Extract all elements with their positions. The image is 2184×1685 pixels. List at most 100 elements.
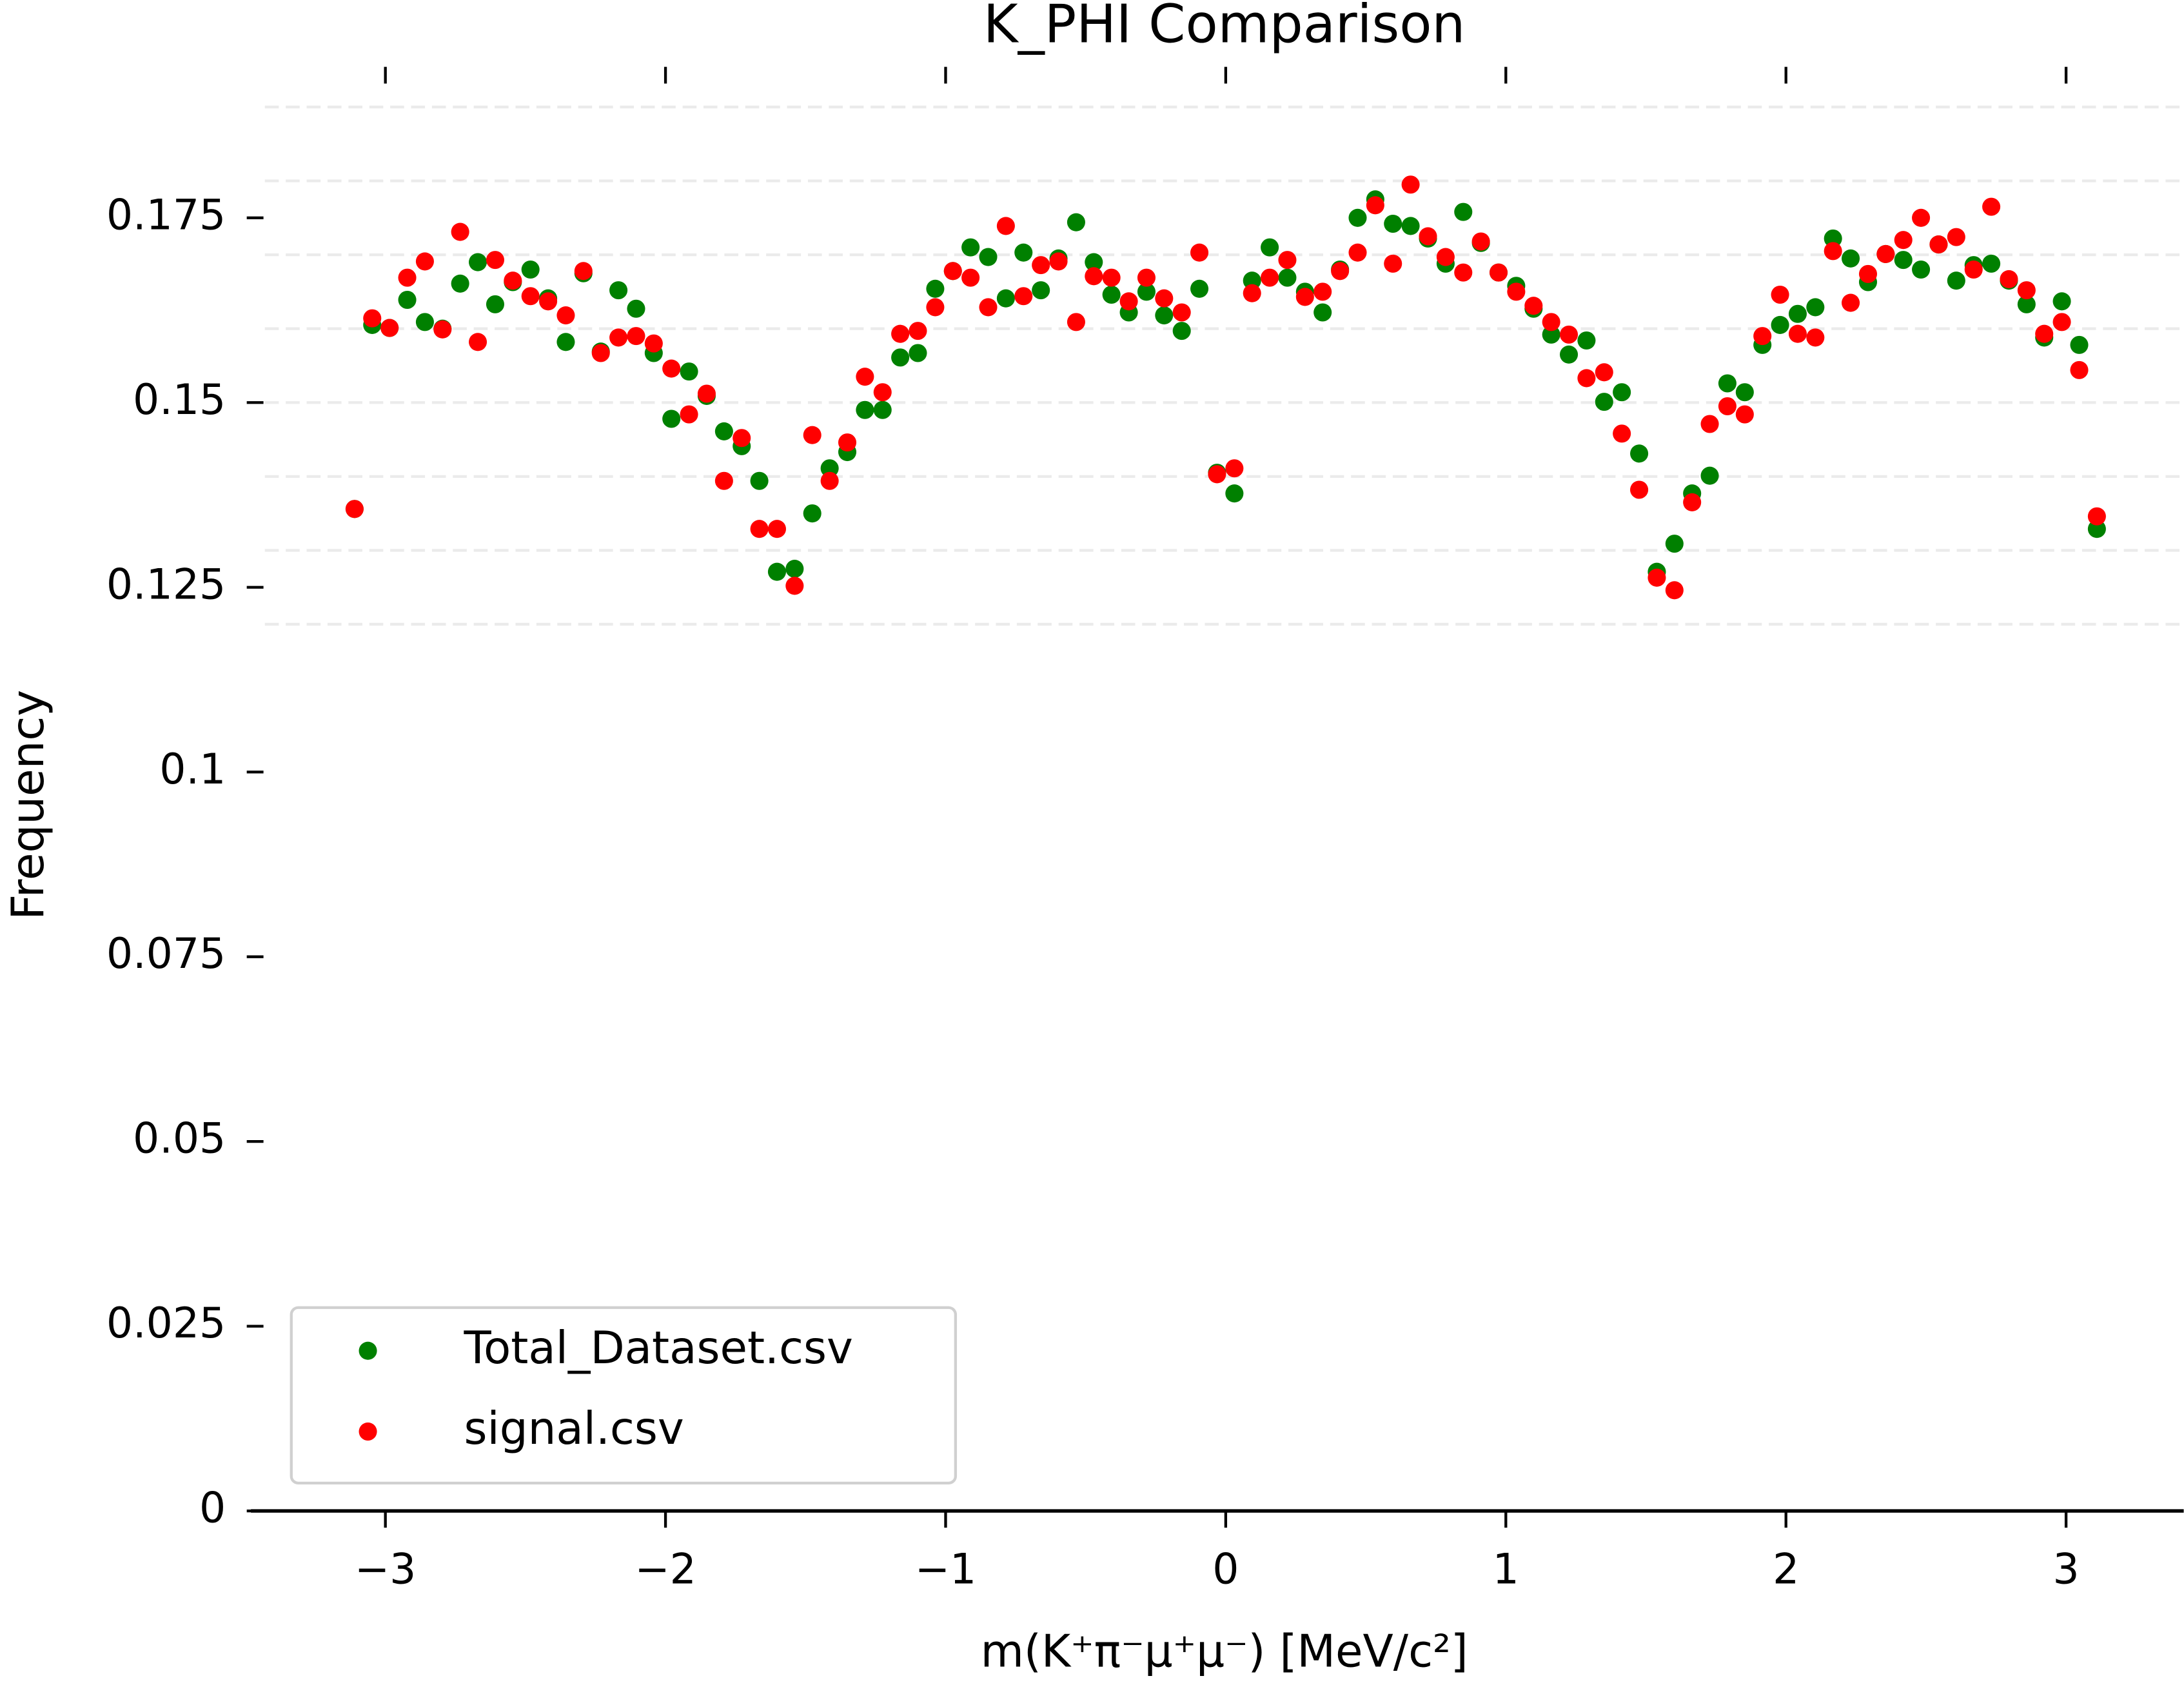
data-point	[1753, 327, 1772, 346]
data-point	[1102, 285, 1121, 304]
data-point	[943, 262, 962, 281]
data-point	[1436, 248, 1455, 266]
data-point	[1401, 217, 1420, 235]
data-point	[1085, 253, 1103, 271]
data-point	[1067, 313, 1085, 331]
data-point	[961, 268, 980, 287]
x-axis-label: m(K⁺π⁻μ⁺μ⁻) [MeV/c²]	[981, 1626, 1468, 1678]
data-point	[1067, 213, 1085, 232]
data-point	[767, 562, 787, 581]
data-point	[1788, 324, 1807, 343]
data-point	[1471, 232, 1490, 251]
data-point	[1049, 252, 1068, 271]
data-point	[1559, 325, 1579, 344]
data-point	[1331, 262, 1350, 281]
data-point	[1876, 244, 1895, 263]
data-point	[1032, 256, 1050, 275]
data-point	[1700, 466, 1719, 485]
data-point	[1894, 231, 1913, 250]
data-point	[2052, 313, 2071, 331]
data-point	[838, 433, 857, 452]
data-point	[2070, 335, 2089, 354]
data-point	[1313, 282, 1332, 301]
data-point	[1155, 289, 1174, 308]
data-point	[1630, 444, 1649, 463]
data-point	[2000, 270, 2018, 288]
data-point	[1489, 263, 1508, 282]
y-tick-label: 0	[199, 1484, 226, 1533]
data-point	[750, 520, 769, 538]
data-point	[1032, 281, 1050, 300]
data-point	[1172, 303, 1191, 322]
data-point	[1190, 279, 1209, 298]
data-point	[1842, 293, 1860, 312]
data-point	[680, 405, 698, 424]
data-point	[1718, 374, 1736, 393]
data-point	[767, 520, 787, 538]
x-tick-label: −3	[355, 1546, 416, 1594]
data-point	[1665, 581, 1684, 600]
data-point	[1190, 243, 1209, 262]
data-point	[433, 320, 452, 339]
data-point	[820, 459, 839, 478]
data-point	[1595, 363, 1613, 382]
data-point	[627, 299, 645, 318]
y-tick-label: 0.025	[106, 1299, 226, 1348]
data-point	[1085, 267, 1103, 286]
data-point	[1384, 214, 1402, 233]
data-point	[1894, 251, 1913, 270]
data-point	[662, 359, 681, 378]
data-point	[1225, 484, 1244, 503]
data-point	[1806, 328, 1825, 347]
data-point	[380, 319, 399, 337]
data-point	[979, 248, 998, 266]
data-point	[714, 471, 733, 490]
data-point	[1595, 393, 1613, 411]
data-point	[856, 368, 874, 386]
data-point	[680, 362, 698, 381]
data-point	[2035, 324, 2054, 343]
x-tick-label: −1	[915, 1546, 976, 1594]
data-point	[1278, 268, 1297, 287]
data-point	[2017, 295, 2036, 313]
data-point	[1577, 331, 1596, 350]
data-point	[1313, 303, 1332, 322]
data-point	[1137, 268, 1156, 287]
data-point	[1912, 208, 1931, 227]
data-point	[486, 251, 504, 270]
x-tick-label: −2	[635, 1546, 696, 1594]
data-point	[521, 260, 540, 279]
data-point	[996, 217, 1015, 235]
data-point	[733, 429, 751, 448]
data-point	[2087, 520, 2106, 538]
data-point	[1454, 202, 1473, 221]
data-point	[415, 252, 434, 271]
data-point	[856, 400, 874, 419]
data-point	[873, 400, 892, 419]
data-point	[609, 328, 628, 347]
data-point	[1842, 249, 1860, 268]
data-point	[909, 322, 927, 340]
legend-label: Total_Dataset.csv	[464, 1323, 853, 1374]
data-point	[1912, 260, 1931, 279]
data-point	[398, 268, 417, 287]
data-point	[1788, 304, 1807, 323]
x-tick-label: 0	[1212, 1546, 1239, 1594]
data-point	[574, 262, 593, 281]
data-point	[714, 422, 733, 440]
data-point	[2052, 292, 2071, 311]
data-point	[1718, 397, 1736, 416]
data-point	[1243, 284, 1261, 302]
chart-title: K_PHI Comparison	[983, 0, 1466, 55]
data-point	[891, 348, 910, 367]
data-point	[1278, 251, 1297, 270]
x-tick-label: 3	[2052, 1546, 2079, 1594]
data-point	[1735, 405, 1754, 424]
data-point	[398, 290, 417, 310]
data-point	[486, 295, 504, 313]
data-point	[504, 271, 522, 290]
data-point	[979, 298, 998, 317]
y-axis-label: Frequency	[3, 690, 54, 920]
data-point	[1613, 424, 1631, 443]
